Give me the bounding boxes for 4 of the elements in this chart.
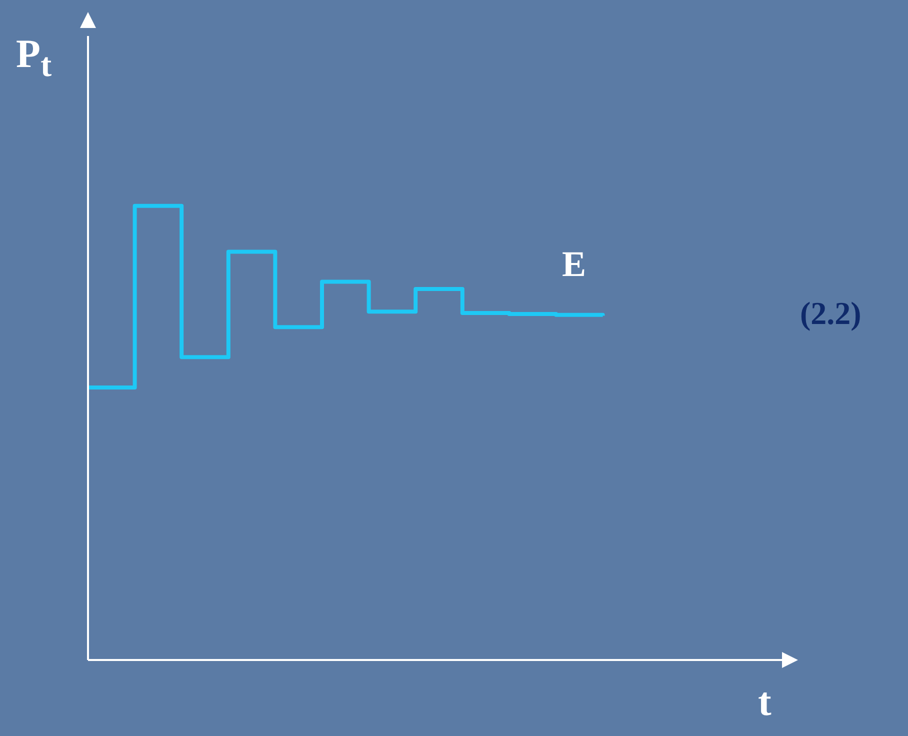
x-axis-title: t	[758, 678, 772, 725]
y-axis-title: P$_{t}$	[16, 30, 52, 85]
annotation: E	[562, 243, 586, 285]
text: (2.2)	[800, 295, 862, 332]
